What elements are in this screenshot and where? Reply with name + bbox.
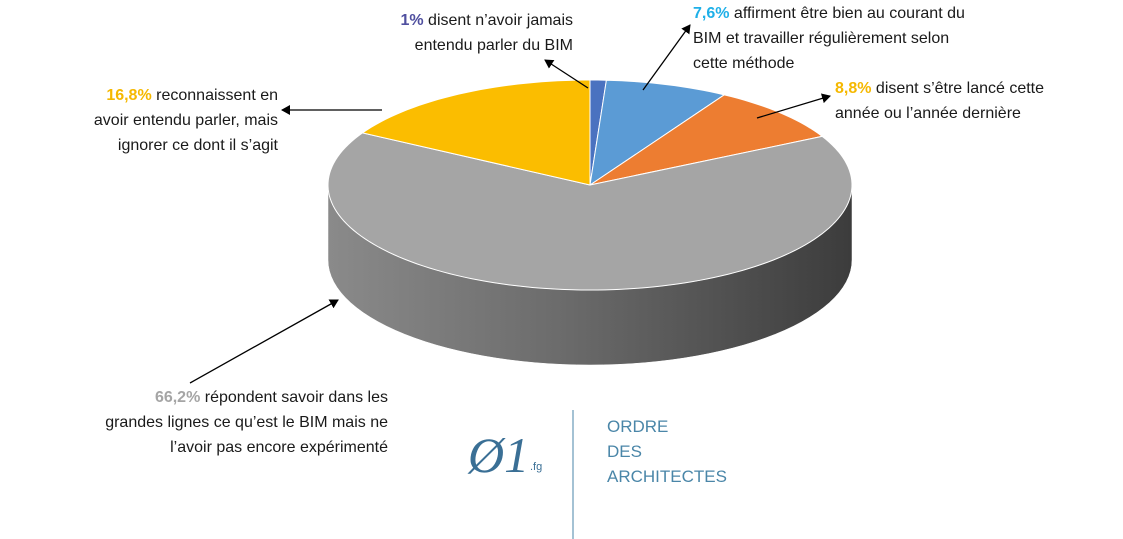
category-text: reconnaissent en — [156, 87, 278, 104]
value-label: 66,2% — [155, 389, 200, 406]
pie-slice — [589, 79, 726, 187]
slice-label: cette méthode — [693, 55, 795, 72]
pie-slice — [589, 94, 824, 186]
category-text: disent n’avoir jamais — [428, 12, 573, 29]
category-text: disent s’être lancé cette — [876, 80, 1044, 97]
slice-label: entendu parler du BIM — [415, 37, 573, 54]
slice-label: 1% disent n’avoir jamais — [400, 12, 573, 29]
slice-label: année ou l’année dernière — [835, 105, 1021, 122]
slice-label: 8,8% disent s’être lancé cette — [835, 80, 1044, 97]
category-text: entendu parler du BIM — [415, 37, 573, 54]
value-label: 1% — [400, 12, 423, 29]
pie-top — [327, 79, 853, 291]
pie-slice — [327, 132, 853, 291]
arrow — [756, 93, 831, 119]
slice-label: l’avoir pas encore expérimenté — [170, 439, 388, 456]
category-text: année ou l’année dernière — [835, 105, 1021, 122]
category-text: affirment être bien au courant du — [734, 5, 965, 22]
pie-slice — [361, 79, 591, 186]
category-text: ignorer ce dont il s’agit — [118, 137, 279, 154]
category-text: répondent savoir dans les — [205, 389, 388, 406]
category-text: grandes lignes ce qu’est le BIM mais ne — [105, 414, 388, 431]
category-text: cette méthode — [693, 55, 795, 72]
arrow — [544, 59, 589, 89]
value-label: 8,8% — [835, 80, 871, 97]
arrow — [189, 299, 339, 384]
logo-suffix: .fg — [530, 461, 542, 473]
category-text: l’avoir pas encore expérimenté — [170, 439, 388, 456]
slice-label: grandes lignes ce qu’est le BIM mais ne — [105, 414, 388, 431]
logo: Ø1 .fg ORDRE DES ARCHITECTES — [467, 410, 727, 539]
logo-symbol: Ø1 — [467, 427, 529, 483]
category-text: avoir entendu parler, mais — [94, 112, 278, 129]
logo-line: DES — [607, 442, 642, 461]
slice-label: 16,8% reconnaissent en — [106, 87, 278, 104]
value-label: 16,8% — [106, 87, 151, 104]
slice-label: BIM et travailler régulièrement selon — [693, 30, 949, 47]
value-label: 7,6% — [693, 5, 729, 22]
category-text: BIM et travailler régulièrement selon — [693, 30, 949, 47]
slice-label: 7,6% affirment être bien au courant du — [693, 5, 965, 22]
slice-label: ignorer ce dont il s’agit — [118, 137, 279, 154]
slice-label: 66,2% répondent savoir dans les — [155, 389, 388, 406]
logo-line: ORDRE — [607, 417, 668, 436]
logo-line: ARCHITECTES — [607, 467, 727, 486]
slice-label: avoir entendu parler, mais — [94, 112, 278, 129]
arrow — [642, 24, 691, 91]
annotations: 1% disent n’avoir jamais entendu parler d… — [94, 5, 1044, 456]
